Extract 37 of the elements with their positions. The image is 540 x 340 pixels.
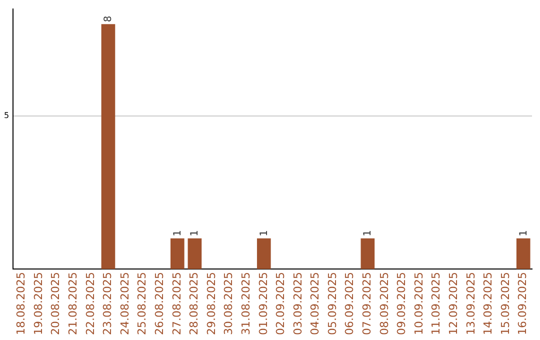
x-tick-label: 24.08.2025 bbox=[118, 272, 132, 336]
data-label: 8 bbox=[103, 16, 114, 22]
x-tick-label: 26.08.2025 bbox=[152, 272, 166, 336]
x-tick-label: 02.09.2025 bbox=[274, 272, 288, 336]
x-tick-label: 25.08.2025 bbox=[136, 272, 149, 336]
data-label: 1 bbox=[518, 230, 530, 236]
x-tick-label: 03.09.2025 bbox=[291, 272, 304, 336]
x-tick-label: 31.08.2025 bbox=[239, 272, 252, 336]
data-label: 1 bbox=[190, 230, 201, 236]
x-tick-label: 10.09.2025 bbox=[412, 272, 426, 336]
x-tick-label: 23.08.2025 bbox=[101, 272, 114, 336]
y-tick-label: 5 bbox=[4, 111, 10, 120]
x-tick-label: 01.09.2025 bbox=[256, 272, 270, 336]
data-label: 1 bbox=[258, 230, 270, 236]
x-tick-label: 30.08.2025 bbox=[222, 272, 236, 336]
x-tick-label: 13.09.2025 bbox=[464, 272, 478, 336]
x-tick-label: 22.08.2025 bbox=[84, 272, 97, 336]
x-tick-label: 27.08.2025 bbox=[170, 272, 184, 336]
x-tick-label: 18.08.2025 bbox=[14, 272, 28, 336]
x-tick-label: 15.09.2025 bbox=[498, 272, 512, 336]
x-tick-label: 20.08.2025 bbox=[49, 272, 62, 336]
x-tick-label: 06.09.2025 bbox=[343, 272, 356, 336]
x-tick-label: 11.09.2025 bbox=[430, 272, 443, 336]
x-tick-label: 28.08.2025 bbox=[188, 272, 201, 336]
x-tick-label: 09.09.2025 bbox=[395, 272, 408, 336]
x-tick-label: 19.08.2025 bbox=[32, 272, 45, 336]
x-tick-label: 14.09.2025 bbox=[482, 272, 495, 336]
x-tick-label: 04.09.2025 bbox=[308, 272, 322, 336]
x-tick-label: 16.09.2025 bbox=[516, 272, 530, 336]
x-tick-label: 12.09.2025 bbox=[447, 272, 460, 336]
x-tick-label: 07.09.2025 bbox=[360, 272, 374, 336]
data-label: 1 bbox=[172, 230, 184, 236]
x-tick-label: 08.09.2025 bbox=[378, 272, 391, 336]
x-tick-label: 21.08.2025 bbox=[66, 272, 80, 336]
x-tick-label: 29.08.2025 bbox=[204, 272, 218, 336]
data-label: 1 bbox=[362, 230, 374, 236]
x-tick-label: 05.09.2025 bbox=[326, 272, 339, 336]
